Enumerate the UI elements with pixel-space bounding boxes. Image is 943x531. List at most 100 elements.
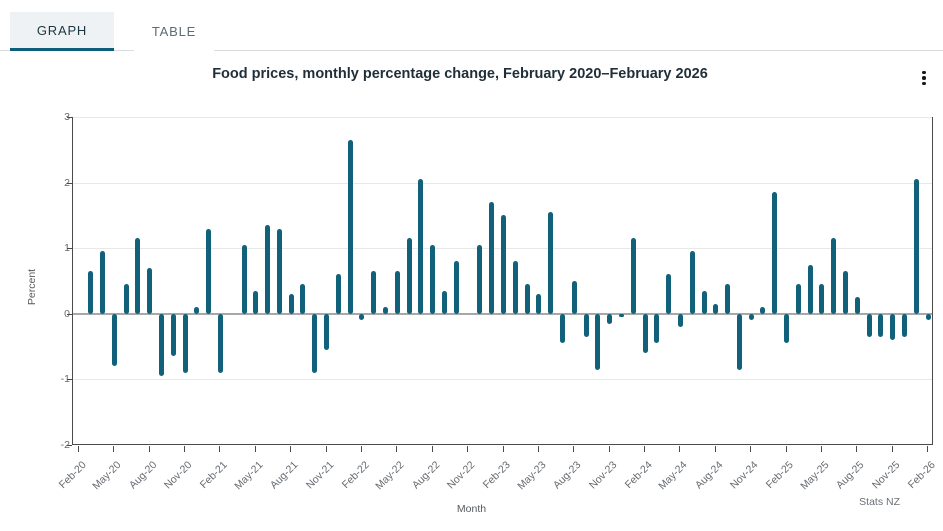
bar-May-21[interactable]: [253, 290, 259, 314]
gridline: [73, 379, 932, 381]
x-tick-label: Feb-21: [197, 459, 230, 492]
tab-table[interactable]: TABLE: [134, 12, 214, 51]
bar-Oct-24[interactable]: [736, 313, 742, 370]
bar-Aug-20[interactable]: [147, 267, 153, 314]
bar-Aug-22[interactable]: [430, 244, 436, 314]
bar-Apr-23[interactable]: [524, 284, 530, 314]
bar-Feb-22[interactable]: [359, 313, 365, 321]
x-tick-mark: [644, 446, 646, 452]
bar-Mar-25[interactable]: [795, 284, 801, 314]
bar-Dec-24[interactable]: [760, 307, 766, 314]
bar-Aug-23[interactable]: [571, 281, 577, 314]
bar-Jul-23[interactable]: [559, 313, 565, 344]
tab-graph[interactable]: GRAPH: [10, 12, 114, 51]
x-tick-label: Aug-22: [409, 459, 443, 492]
x-tick-mark: [856, 446, 858, 452]
x-tick-mark: [537, 446, 539, 452]
x-tick-label: Nov-23: [586, 459, 620, 492]
bar-Jul-20[interactable]: [135, 238, 141, 314]
bar-Feb-21[interactable]: [217, 313, 223, 373]
bar-Mar-20[interactable]: [88, 271, 94, 314]
bar-Sep-22[interactable]: [442, 290, 448, 314]
bar-Aug-24[interactable]: [713, 303, 719, 314]
x-tick-label: Nov-24: [728, 459, 761, 492]
x-tick-label: Aug-20: [126, 459, 160, 492]
bar-Jul-21[interactable]: [276, 228, 282, 314]
x-tick-label: Feb-22: [339, 459, 372, 492]
bar-Nov-23[interactable]: [607, 313, 613, 324]
bar-Jul-24[interactable]: [701, 290, 707, 314]
bar-Jul-22[interactable]: [418, 179, 424, 314]
bar-Apr-24[interactable]: [666, 274, 672, 314]
x-tick-mark: [573, 446, 575, 452]
x-tick-label: Feb-23: [480, 459, 513, 492]
bar-Oct-22[interactable]: [453, 261, 459, 314]
y-tick-mark: [67, 248, 72, 250]
kebab-menu-icon[interactable]: [912, 64, 936, 92]
bar-Jun-22[interactable]: [406, 238, 412, 314]
bar-May-23[interactable]: [536, 294, 542, 314]
bar-Mar-24[interactable]: [654, 313, 660, 344]
bar-Apr-21[interactable]: [241, 244, 247, 314]
bar-Jun-20[interactable]: [123, 284, 129, 314]
bar-May-25[interactable]: [819, 284, 825, 314]
x-tick-mark: [254, 446, 256, 452]
bar-Dec-20[interactable]: [194, 307, 200, 314]
bar-Dec-23[interactable]: [618, 313, 624, 318]
bar-Jan-25[interactable]: [772, 192, 778, 314]
bar-Jun-21[interactable]: [265, 225, 271, 314]
bar-Mar-23[interactable]: [512, 261, 518, 314]
bar-Feb-23[interactable]: [501, 215, 506, 314]
x-tick-mark: [113, 446, 115, 452]
bar-May-22[interactable]: [394, 271, 400, 314]
bar-Sep-21[interactable]: [300, 284, 306, 314]
bar-Sep-20[interactable]: [158, 313, 164, 377]
plot-area: [72, 117, 933, 445]
bar-Nov-25[interactable]: [890, 313, 896, 341]
bar-Sep-25[interactable]: [866, 313, 872, 337]
bar-Feb-26[interactable]: [925, 313, 931, 321]
tab-bar: GRAPH TABLE: [0, 12, 943, 51]
bar-May-20[interactable]: [111, 313, 117, 367]
bar-Aug-25[interactable]: [854, 297, 860, 314]
bar-Nov-21[interactable]: [324, 313, 330, 350]
bar-Nov-24[interactable]: [748, 313, 754, 321]
bar-Jul-25[interactable]: [843, 271, 849, 314]
bar-Jun-24[interactable]: [689, 251, 695, 314]
bar-Nov-20[interactable]: [182, 313, 188, 373]
bar-Sep-24[interactable]: [725, 284, 731, 314]
bar-Jun-25[interactable]: [831, 238, 837, 314]
x-tick-mark: [396, 446, 398, 452]
bar-Aug-21[interactable]: [288, 294, 294, 314]
bar-Oct-20[interactable]: [170, 313, 176, 357]
x-tick-mark: [891, 446, 893, 452]
bar-Dec-21[interactable]: [335, 274, 341, 314]
kebab-dot: [922, 81, 926, 86]
bar-Oct-23[interactable]: [595, 313, 601, 370]
bar-Dec-25[interactable]: [902, 313, 907, 337]
y-tick-label: -2: [60, 439, 70, 451]
bar-Oct-21[interactable]: [312, 313, 318, 373]
bar-Feb-24[interactable]: [642, 313, 648, 354]
bar-Jan-22[interactable]: [347, 139, 353, 314]
bar-Apr-25[interactable]: [807, 264, 813, 314]
bar-Jan-21[interactable]: [206, 228, 212, 314]
bar-Dec-22[interactable]: [477, 244, 483, 314]
bar-Sep-23[interactable]: [583, 313, 589, 337]
bar-Jan-24[interactable]: [630, 238, 636, 314]
bar-Feb-25[interactable]: [784, 313, 790, 344]
bar-Mar-22[interactable]: [371, 271, 377, 314]
bar-Apr-22[interactable]: [383, 307, 389, 314]
bar-May-24[interactable]: [677, 313, 683, 327]
bar-Apr-20[interactable]: [99, 251, 105, 314]
bar-Jan-23[interactable]: [489, 202, 495, 314]
x-tick-mark: [290, 446, 292, 452]
x-tick-mark: [608, 446, 610, 452]
y-axis-title: Percent: [26, 268, 39, 306]
bar-Jun-23[interactable]: [548, 212, 554, 314]
bar-Oct-25[interactable]: [878, 313, 884, 337]
x-tick-label: Feb-25: [764, 459, 797, 492]
bar-Jan-26[interactable]: [913, 179, 919, 314]
